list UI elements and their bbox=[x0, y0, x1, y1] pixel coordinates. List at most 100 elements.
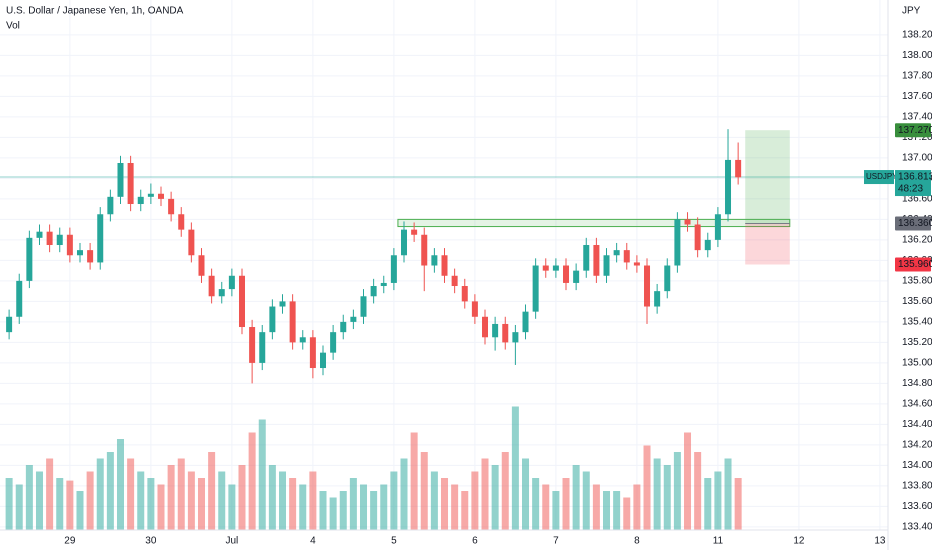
volume-bar bbox=[319, 491, 327, 530]
candle-body bbox=[704, 239, 711, 251]
volume-bar bbox=[127, 458, 135, 530]
volume-bar bbox=[339, 491, 347, 530]
x-tick-label: 5 bbox=[391, 536, 397, 547]
candle-body bbox=[26, 237, 33, 281]
last-price-label: 136.813 bbox=[898, 172, 932, 183]
candle-body bbox=[198, 255, 205, 276]
volume-bar bbox=[643, 445, 651, 530]
y-tick-label: 134.800 bbox=[902, 378, 932, 389]
y-tick-label: 133.600 bbox=[902, 501, 932, 512]
x-tick-label: 6 bbox=[472, 536, 478, 547]
volume-bar bbox=[673, 452, 681, 530]
volume-bar bbox=[633, 484, 641, 530]
candle-body bbox=[269, 306, 276, 333]
x-tick-label: 13 bbox=[874, 536, 886, 547]
y-tick-label: 138.200 bbox=[902, 29, 932, 40]
candle-body bbox=[451, 275, 458, 287]
y-tick-label: 136.200 bbox=[902, 235, 932, 246]
volume-bar bbox=[218, 471, 226, 530]
volume-bar bbox=[653, 458, 661, 530]
overlay bbox=[0, 130, 888, 265]
candle-body bbox=[56, 234, 63, 246]
loss-zone bbox=[745, 223, 790, 265]
stop-label: 135.960 bbox=[898, 259, 932, 270]
candle-body bbox=[249, 327, 256, 363]
y-tick-label: 136.600 bbox=[902, 194, 932, 205]
y-tick-label: 135.600 bbox=[902, 296, 932, 307]
candle-body bbox=[542, 265, 549, 271]
volume-bar bbox=[501, 452, 509, 530]
candle-body bbox=[563, 265, 570, 283]
volume-bar bbox=[15, 484, 23, 530]
volume-bar bbox=[299, 484, 307, 530]
volume-bar bbox=[522, 458, 530, 530]
volume-bar bbox=[481, 458, 489, 530]
x-tick-label: 29 bbox=[64, 536, 76, 547]
candle-body bbox=[208, 275, 215, 297]
y-tick-label: 133.400 bbox=[902, 522, 932, 533]
candle-body bbox=[613, 250, 620, 256]
volume-bar bbox=[603, 491, 611, 530]
candle-body bbox=[623, 250, 630, 263]
candle-body bbox=[552, 265, 559, 271]
volume-bar bbox=[278, 471, 286, 530]
volume-bar bbox=[268, 465, 276, 530]
axis-label: JPY bbox=[902, 6, 921, 17]
volume-bar bbox=[582, 471, 590, 530]
volume-bar bbox=[106, 452, 114, 530]
candle-body bbox=[502, 323, 509, 343]
candle-body bbox=[471, 301, 478, 317]
volume-bar bbox=[542, 484, 550, 530]
candle-body bbox=[87, 250, 94, 263]
candle-body bbox=[401, 229, 408, 256]
candle-body bbox=[644, 265, 651, 307]
volume-label: Vol bbox=[6, 21, 20, 32]
volume-bar bbox=[552, 491, 560, 530]
volume-bar bbox=[309, 471, 317, 530]
volume-bar bbox=[694, 452, 702, 530]
candle-body bbox=[390, 255, 397, 283]
candle-body bbox=[461, 286, 468, 302]
candle-body bbox=[633, 262, 640, 266]
stop-label-bg bbox=[895, 257, 931, 272]
candle-body bbox=[66, 234, 73, 256]
volume-bar bbox=[360, 484, 368, 530]
candle-body bbox=[127, 162, 134, 205]
x-tick-label: 8 bbox=[634, 536, 640, 547]
candle-body bbox=[320, 352, 327, 369]
volume-bar bbox=[400, 458, 408, 530]
symbol-label: USDJPY bbox=[866, 172, 898, 181]
candle-body bbox=[6, 316, 13, 333]
volume-bar bbox=[25, 465, 33, 530]
volume-bar bbox=[329, 497, 337, 530]
volume-bar bbox=[289, 478, 297, 530]
target-label: 137.270 bbox=[898, 125, 932, 136]
candle-body bbox=[512, 332, 519, 343]
volume-bar bbox=[461, 491, 469, 530]
candle-body bbox=[76, 250, 83, 256]
candle-body bbox=[370, 286, 377, 297]
volume-bar bbox=[157, 484, 165, 530]
y-tick-label: 135.200 bbox=[902, 337, 932, 348]
volume-bar bbox=[511, 406, 519, 530]
y-tick-label: 137.000 bbox=[902, 153, 932, 164]
candle-body bbox=[299, 337, 306, 343]
volume-bar bbox=[410, 432, 418, 530]
volume-bar bbox=[349, 478, 357, 530]
candle-body bbox=[309, 337, 316, 369]
volume-bar bbox=[471, 471, 479, 530]
candle-body bbox=[289, 301, 296, 343]
candle-body bbox=[238, 275, 245, 328]
candle-body bbox=[188, 229, 195, 256]
chart-title: U.S. Dollar / Japanese Yen, 1h, OANDA bbox=[6, 6, 184, 17]
candle-body bbox=[694, 224, 701, 251]
candle-body bbox=[492, 323, 499, 338]
candle-body bbox=[360, 296, 367, 317]
y-tick-label: 137.600 bbox=[902, 91, 932, 102]
y-tick-label: 137.800 bbox=[902, 71, 932, 82]
volume-bar bbox=[724, 458, 732, 530]
volume-bar bbox=[258, 419, 266, 530]
x-tick-label: 12 bbox=[793, 536, 805, 547]
volume-bar bbox=[684, 432, 692, 530]
candle-body bbox=[340, 321, 347, 333]
